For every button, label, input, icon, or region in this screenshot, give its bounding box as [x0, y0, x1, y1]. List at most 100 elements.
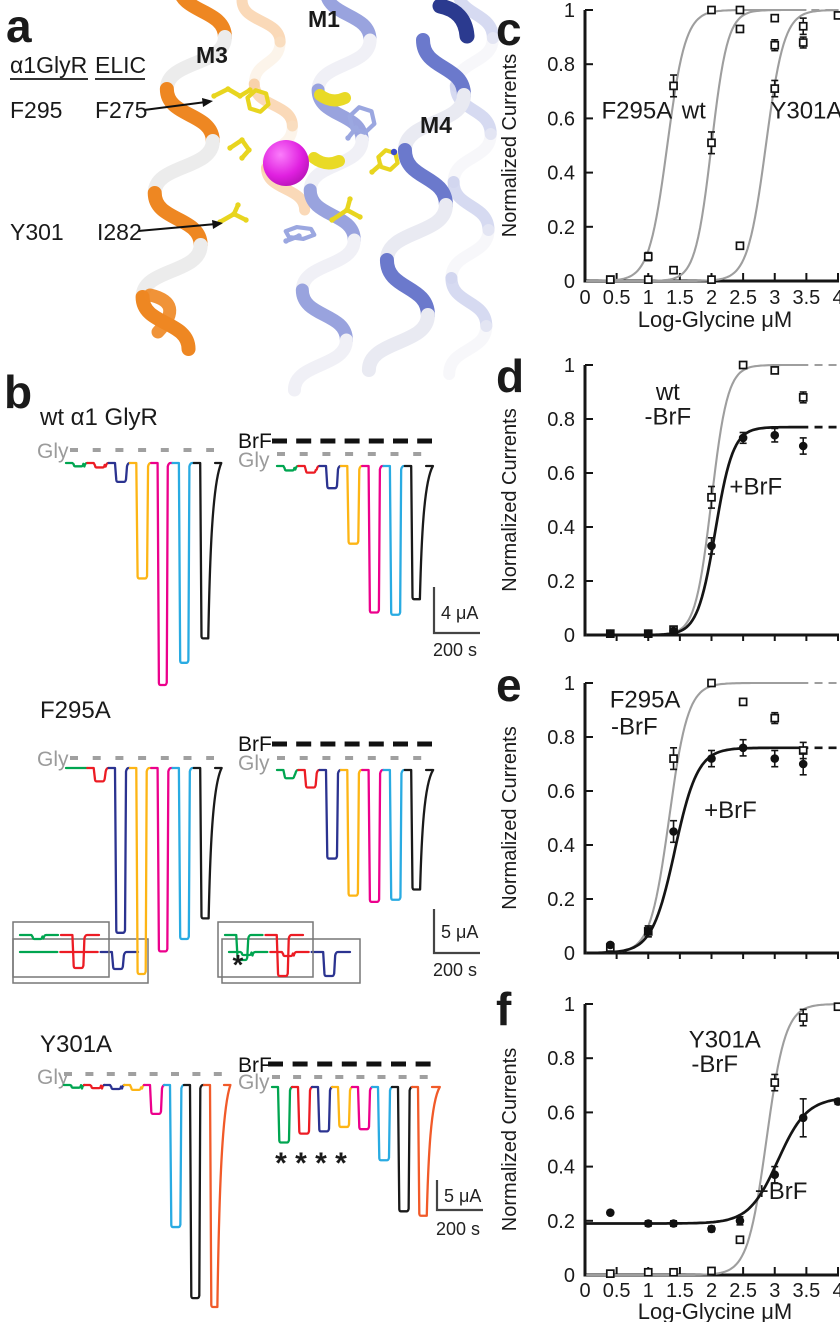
curve-label: Y301A — [689, 1026, 761, 1053]
data-point — [798, 393, 808, 402]
significance-asterisk: * — [275, 1147, 287, 1180]
trace-pulse — [171, 766, 195, 941]
brf-label: BrF — [238, 1054, 272, 1077]
helix-label-m3: M3 — [196, 42, 228, 68]
helix-strand — [447, 176, 495, 236]
scale-bar — [432, 587, 480, 635]
trace-pulse — [128, 766, 153, 976]
ion-sphere — [263, 140, 309, 186]
data-point — [735, 24, 745, 34]
trace-pulse — [107, 461, 132, 484]
trace-pulse — [390, 1085, 414, 1213]
x-tick-label: 0 — [579, 1280, 590, 1302]
chart-f-y301a-brf: 0 0.2 0.4 0.6 0.8 1 0 0.5 1 1.5 2 2.5 3 3.5 4 Normalize… — [496, 983, 840, 1322]
y-tick-label: 0.8 — [547, 54, 575, 76]
gly-label: Gly — [238, 449, 270, 472]
data-point — [738, 433, 748, 443]
y-tick-label: 0.2 — [547, 217, 575, 239]
curve-label: wt — [681, 97, 706, 124]
trace-pulse — [62, 1083, 86, 1090]
helix-strand — [397, 143, 453, 212]
trace-group-control — [64, 461, 223, 687]
scale-time-label: 200 s — [436, 1219, 480, 1239]
helix-strand — [176, 0, 232, 44]
residue-stick — [211, 86, 253, 99]
y-tick-label: 0 — [564, 625, 575, 647]
section-title-f295a: F295A — [40, 697, 111, 724]
panel-a-structure: a α1GlyR ELIC F295 F275 Y301 I282 M3 M1 … — [6, 0, 499, 397]
y-axis-title: Normalized Currents — [499, 1048, 521, 1231]
data-point — [669, 1267, 678, 1277]
data-point — [798, 21, 808, 31]
x-tick-label: 4 — [832, 1280, 840, 1302]
trace-pulse — [403, 464, 435, 601]
data-point — [707, 678, 716, 688]
trace-pulse — [350, 1085, 374, 1131]
zoom-inset — [12, 921, 110, 978]
x-tick-label: 2 — [706, 1280, 717, 1302]
trace-pulse — [361, 768, 385, 903]
trace-group-control — [64, 766, 223, 976]
trace-pulse — [370, 1085, 394, 1162]
helix-strand — [379, 198, 453, 267]
helix-yellow-band — [314, 89, 351, 107]
helix-strand — [449, 80, 497, 140]
data-point — [606, 1208, 615, 1217]
trace-pulse — [318, 464, 343, 490]
trace-pulse — [102, 1083, 126, 1091]
helix-strand — [248, 36, 286, 90]
panel-a-label: a — [6, 0, 32, 52]
annotation-arrows — [137, 98, 223, 232]
x-tick-label: 1.5 — [666, 1280, 694, 1302]
nitrogen-atom — [390, 148, 398, 156]
data-point — [770, 366, 780, 375]
data-point — [669, 265, 678, 275]
helix-strand — [295, 233, 361, 297]
trace-pulse — [297, 768, 321, 789]
inset-trace — [99, 950, 140, 971]
gly-label: Gly — [37, 748, 69, 771]
x-tick-label: 0.5 — [603, 287, 631, 309]
trace-pulse — [275, 464, 300, 472]
y-tick-label: 0.4 — [547, 835, 575, 857]
y-tick-label: 1 — [564, 673, 575, 695]
gly-label: Gly — [238, 752, 270, 775]
helix-yellow-band — [308, 152, 345, 170]
y-tick-label: 0.6 — [547, 463, 575, 485]
helix-strand — [303, 183, 361, 247]
inset-trace — [269, 950, 310, 958]
residue-ring — [245, 88, 271, 114]
data-point — [605, 1269, 615, 1278]
trace-group-control — [62, 1083, 232, 1309]
y-axis-title: Normalized Currents — [499, 54, 521, 237]
trace-pulse — [150, 461, 174, 687]
helix-strand — [147, 134, 220, 200]
trace-group-brf — [275, 464, 435, 616]
significance-asterisk: * — [335, 1147, 347, 1180]
scale-current-label: 4 μA — [441, 603, 478, 623]
data-point — [833, 1097, 840, 1106]
scale-current-label: 5 μA — [444, 1186, 481, 1206]
inset-trace — [264, 933, 305, 978]
data-point — [643, 275, 653, 284]
y-tick-label: 0.4 — [547, 1157, 575, 1179]
panel-label: c — [496, 3, 522, 55]
data-point — [643, 927, 653, 936]
trace-pulse — [182, 1083, 206, 1300]
chart-d-wt-brf: 0 0.2 0.4 0.6 0.8 1 Normalized Currents d wt-BrF… — [496, 350, 840, 647]
data-point — [798, 1113, 808, 1123]
data-point — [643, 1267, 653, 1277]
helix-strand — [447, 128, 497, 188]
data-point — [735, 241, 745, 251]
trace-pulse — [192, 461, 223, 640]
data-point — [735, 5, 745, 15]
column-header-glyr: α1GlyR — [10, 52, 87, 78]
x-tick-label: 3 — [769, 287, 780, 309]
panel-label: e — [496, 659, 522, 711]
inset-trace — [310, 950, 352, 978]
data-point — [770, 40, 780, 50]
residue-sticks — [211, 86, 400, 244]
axes — [583, 1004, 839, 1277]
x-tick-label: 2.5 — [729, 287, 757, 309]
